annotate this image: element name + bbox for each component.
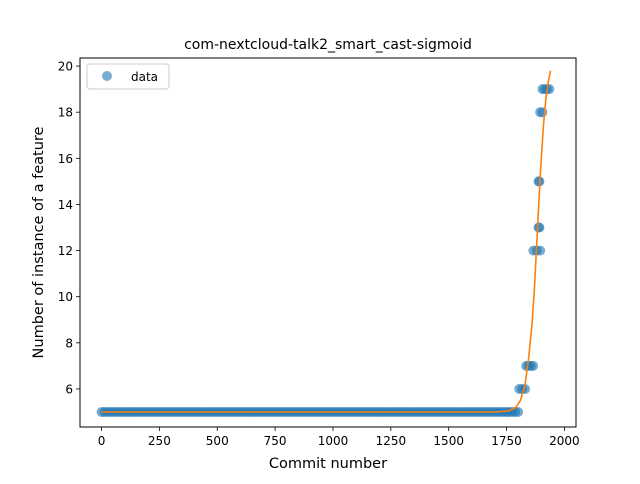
data-point (537, 107, 548, 118)
x-tick-label: 1250 (376, 434, 407, 448)
y-axis-label: Number of instance of a feature (31, 126, 47, 358)
y-tick-label: 12 (58, 244, 73, 258)
x-tick-label: 500 (206, 434, 229, 448)
legend: data (86, 63, 170, 90)
chart-title: com-nextcloud-talk2_smart_cast-sigmoid (184, 37, 472, 53)
y-tick-label: 14 (58, 198, 73, 212)
x-tick-label: 750 (264, 434, 287, 448)
legend-label-data: data (131, 70, 158, 84)
y-tick-label: 18 (58, 106, 73, 120)
legend-marker-data (102, 71, 112, 81)
data-point (544, 84, 555, 95)
y-tick-label: 16 (58, 152, 73, 166)
legend-box (86, 63, 170, 90)
x-axis-ticks: 0 250 500 750 1000 1250 1500 1750 2000 (98, 427, 580, 448)
data-point (513, 407, 524, 418)
x-tick-label: 1000 (318, 434, 349, 448)
plot-area-frame (79, 57, 577, 428)
y-tick-label: 10 (58, 290, 73, 304)
x-tick-label: 2000 (549, 434, 580, 448)
data-point (535, 245, 546, 256)
x-tick-label: 0 (98, 434, 106, 448)
series-layer (96, 70, 555, 418)
y-tick-label: 6 (65, 382, 73, 396)
x-tick-label: 1750 (491, 434, 522, 448)
x-tick-label: 250 (148, 434, 171, 448)
y-tick-label: 8 (65, 336, 73, 350)
y-axis-ticks: 6 8 10 12 14 16 18 20 (58, 60, 80, 396)
y-tick-label: 20 (58, 60, 73, 74)
data-point (534, 222, 545, 233)
fit-line (101, 70, 552, 413)
x-tick-label: 1500 (433, 434, 464, 448)
data-point (528, 360, 539, 371)
x-axis-label: Commit number (269, 456, 387, 472)
